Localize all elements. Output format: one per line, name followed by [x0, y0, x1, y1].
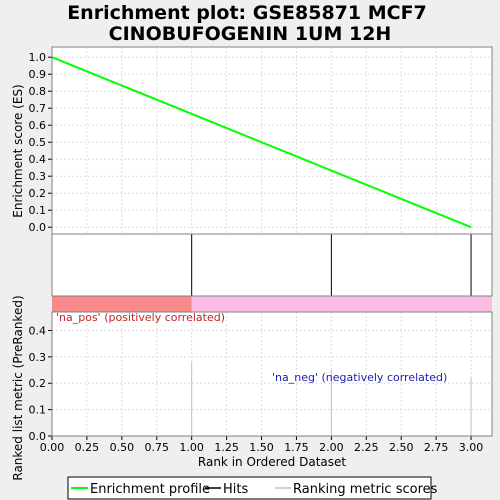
ranking-metric-bars: [191, 362, 472, 436]
positive-correlation-label: 'na_pos' (positively correlated): [56, 311, 225, 324]
chart-title-line-1: Enrichment plot: GSE85871 MCF7: [67, 2, 427, 24]
legend-label-ranking-metric: Ranking metric scores: [293, 482, 438, 497]
legend-box: [67, 476, 432, 500]
es-y-axis-label: Enrichment score (ES): [11, 84, 25, 217]
x-tick-label-12: 3.00: [459, 441, 484, 454]
es-y-tick-label-4: 0.4: [29, 153, 47, 166]
x-tick-label-7: 1.75: [284, 441, 309, 454]
ranked-y-tick-label-1: 0.1: [29, 404, 47, 417]
hits-panel: [52, 234, 492, 296]
x-tick-label-3: 0.75: [145, 441, 170, 454]
x-tick-label-4: 1.00: [179, 441, 204, 454]
x-tick-label-0: 0.00: [40, 441, 65, 454]
ranked-y-tick-label-0: 0.0: [29, 430, 47, 443]
es-y-tick-label-1: 0.1: [29, 204, 47, 217]
x-tick-label-11: 2.75: [424, 441, 449, 454]
es-y-tick-label-6: 0.6: [29, 119, 47, 132]
ranked-y-tick-label-3: 0.3: [29, 351, 47, 364]
x-tick-label-9: 2.25: [354, 441, 379, 454]
ranked-panel: [52, 312, 492, 436]
x-tick-label-8: 2.00: [319, 441, 344, 454]
x-tick-label-5: 1.25: [214, 441, 239, 454]
ranked-panel-border: [51, 311, 493, 437]
x-tick-label-2: 0.50: [110, 441, 135, 454]
ranked-y-axis-label: Ranked list metric (PreRanked): [11, 295, 25, 480]
chart-title-line-2: CINOBUFOGENIN 1UM 12H: [109, 23, 392, 45]
es-y-tick-label-10: 1.0: [29, 51, 47, 64]
x-tick-label-1: 0.25: [75, 441, 100, 454]
es-y-tick-label-3: 0.3: [29, 170, 47, 183]
es-y-tick-label-8: 0.8: [29, 85, 47, 98]
hits-panel-border: [51, 233, 493, 297]
negative-correlation-label: 'na_neg' (negatively correlated): [272, 371, 447, 384]
ranked-y-tick-label-2: 0.2: [29, 377, 47, 390]
es-panel: [52, 47, 492, 234]
es-y-tick-label-5: 0.5: [29, 136, 47, 149]
x-axis-label: Rank in Ordered Dataset: [198, 455, 346, 469]
es-y-ticks: 0.0 0.1 0.2 0.3 0.4 0.5 0.6 0.7 0.8 0.9 1.0: [29, 51, 52, 234]
es-gridlines: [51, 47, 492, 234]
ranked-y-tick-label-4: 0.4: [29, 324, 47, 337]
x-tick-label-6: 1.50: [249, 441, 274, 454]
es-y-tick-label-7: 0.7: [29, 102, 47, 115]
gradient-positive-segment: [52, 296, 192, 312]
es-y-tick-label-0: 0.0: [29, 221, 47, 234]
es-y-tick-label-9: 0.9: [29, 68, 47, 81]
x-tick-label-10: 2.50: [389, 441, 414, 454]
legend-label-hits: Hits: [223, 482, 248, 497]
x-axis-ticks: 0.00 0.25 0.50 0.75 1.00 1.25 1.50 1.75 2.00 2.25…: [40, 436, 484, 454]
es-y-tick-label-2: 0.2: [29, 187, 47, 200]
correlation-gradient-bar: [52, 296, 492, 312]
gradient-negative-segment: [191, 296, 492, 312]
enrichment-profile-line: [51, 56, 472, 229]
legend: Enrichment profile Hits Ranking metric s…: [67, 476, 438, 500]
ranked-y-ticks: 0.0 0.1 0.2 0.3 0.4: [29, 324, 52, 443]
legend-label-enrichment-profile: Enrichment profile: [90, 482, 210, 497]
